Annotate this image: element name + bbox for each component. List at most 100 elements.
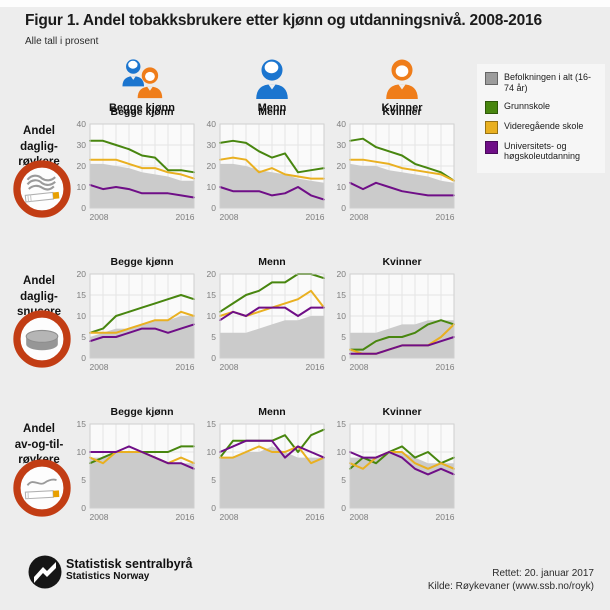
chart-title: Menn xyxy=(258,256,286,268)
footer-organization: Statistisk sentralbyrå Statistics Norway xyxy=(66,557,192,583)
svg-text:10: 10 xyxy=(337,311,347,321)
svg-text:40: 40 xyxy=(337,120,347,129)
svg-text:5: 5 xyxy=(341,475,346,485)
legend-swatch-grunnskole xyxy=(485,100,498,114)
legend-swatch-population xyxy=(485,72,498,85)
svg-text:2008: 2008 xyxy=(90,362,109,372)
svg-text:10: 10 xyxy=(337,447,347,457)
svg-text:20: 20 xyxy=(77,161,87,171)
legend-item: Befolkningen i alt (16-74 år) xyxy=(485,72,599,94)
legend-item: Universitets- og høgskoleutdanning xyxy=(485,140,599,163)
chart-title: Kvinner xyxy=(382,256,422,268)
svg-text:0: 0 xyxy=(211,203,216,213)
both-genders-icon xyxy=(122,59,163,99)
chart-title: Begge kjønn xyxy=(110,406,174,418)
revised-date: Rettet: 20. januar 2017 xyxy=(492,568,594,579)
org-name: Statistisk sentralbyrå xyxy=(66,557,193,571)
svg-text:2016: 2016 xyxy=(306,512,325,522)
svg-text:15: 15 xyxy=(77,290,87,300)
svg-text:0: 0 xyxy=(211,353,216,363)
row-label-line: av-og-til- xyxy=(14,438,64,451)
svg-text:30: 30 xyxy=(207,140,217,150)
chart-title: Menn xyxy=(258,106,286,118)
chart-title: Begge kjønn xyxy=(110,256,174,268)
svg-text:20: 20 xyxy=(337,270,347,279)
row-label-line: Andel xyxy=(23,423,55,435)
chart-panel: Menn 0 5 10 15 20 2008 2016 xyxy=(200,256,326,374)
svg-text:0: 0 xyxy=(81,503,86,513)
svg-text:2016: 2016 xyxy=(176,212,195,222)
cigarette-smoking-icon xyxy=(13,160,71,218)
svg-text:10: 10 xyxy=(77,182,87,192)
legend-item: Grunnskole xyxy=(485,100,599,114)
svg-text:2016: 2016 xyxy=(176,362,195,372)
chart-panel: Kvinner 0 5 10 15 2008 2016 xyxy=(330,406,456,524)
top-margin-strip xyxy=(0,0,610,7)
svg-text:0: 0 xyxy=(211,503,216,513)
svg-text:2016: 2016 xyxy=(176,512,195,522)
svg-text:5: 5 xyxy=(341,332,346,342)
svg-text:2008: 2008 xyxy=(220,362,239,372)
legend-label: Universitets- og høgskoleutdanning xyxy=(504,140,581,162)
svg-text:2008: 2008 xyxy=(350,512,369,522)
chart-panel: Kvinner 0 10 20 30 40 2008 2016 xyxy=(330,106,456,224)
svg-text:40: 40 xyxy=(77,120,87,129)
svg-text:10: 10 xyxy=(207,311,217,321)
svg-text:0: 0 xyxy=(341,503,346,513)
legend-swatch-universitet xyxy=(485,140,498,154)
svg-text:20: 20 xyxy=(207,161,217,171)
figure-title: Figur 1. Andel tobakksbrukere etter kjøn… xyxy=(25,12,542,29)
line-chart: 0 5 10 15 20 2008 2016 xyxy=(207,270,325,372)
svg-text:0: 0 xyxy=(81,353,86,363)
svg-text:2016: 2016 xyxy=(436,512,455,522)
svg-text:30: 30 xyxy=(337,140,347,150)
svg-text:30: 30 xyxy=(77,140,87,150)
chart-panel: Menn 0 10 20 30 40 2008 2016 xyxy=(200,106,326,224)
svg-text:0: 0 xyxy=(341,353,346,363)
svg-text:20: 20 xyxy=(337,161,347,171)
svg-text:15: 15 xyxy=(207,290,217,300)
chart-panel: Begge kjønn 0 5 10 15 20 2008 2016 xyxy=(70,256,196,374)
svg-text:10: 10 xyxy=(77,447,87,457)
svg-text:10: 10 xyxy=(77,311,87,321)
line-chart: 0 5 10 15 20 2008 2016 xyxy=(77,270,195,372)
legend-label: Grunnskole xyxy=(504,100,551,111)
svg-text:15: 15 xyxy=(207,420,217,429)
svg-text:2008: 2008 xyxy=(90,512,109,522)
svg-text:5: 5 xyxy=(81,475,86,485)
chart-panel: Begge kjønn 0 5 10 15 2008 2016 xyxy=(70,406,196,524)
occasional-cigarette-icon xyxy=(13,459,71,517)
snus-box-icon xyxy=(13,310,71,368)
legend-swatch-videregaende xyxy=(485,120,498,134)
svg-text:2016: 2016 xyxy=(436,362,455,372)
row-label-line: daglig- xyxy=(20,140,58,153)
female-icon xyxy=(386,59,418,99)
svg-text:2008: 2008 xyxy=(220,512,239,522)
column-header-menn: Menn xyxy=(217,56,327,114)
svg-text:2016: 2016 xyxy=(306,362,325,372)
column-header-begge-kjonn: Begge kjønn xyxy=(87,56,197,114)
svg-text:5: 5 xyxy=(81,332,86,342)
svg-text:2008: 2008 xyxy=(90,212,109,222)
source-line: Kilde: Røykevaner (www.ssb.no/royk) xyxy=(427,581,594,592)
svg-text:10: 10 xyxy=(207,447,217,457)
column-label: Menn xyxy=(257,102,287,114)
svg-text:2016: 2016 xyxy=(306,212,325,222)
legend: Befolkningen i alt (16-74 år) Grunnskole… xyxy=(477,64,605,174)
legend-item: Videregående skole xyxy=(485,120,599,134)
column-label: Begge kjønn xyxy=(108,102,175,114)
svg-text:20: 20 xyxy=(207,270,217,279)
svg-text:0: 0 xyxy=(81,203,86,213)
svg-text:0: 0 xyxy=(341,203,346,213)
line-chart: 0 10 20 30 40 2008 2016 xyxy=(77,120,195,222)
svg-text:15: 15 xyxy=(337,420,347,429)
line-chart: 0 5 10 15 20 2008 2016 xyxy=(337,270,455,372)
column-header-kvinner: Kvinner xyxy=(347,56,457,114)
line-chart: 0 10 20 30 40 2008 2016 xyxy=(337,120,455,222)
legend-label: Befolkningen i alt (16-74 år) xyxy=(504,72,592,93)
row-label-line: daglig- xyxy=(20,290,58,303)
chart-title: Kvinner xyxy=(382,106,422,118)
svg-text:15: 15 xyxy=(77,420,87,429)
line-chart: 0 5 10 15 2008 2016 xyxy=(77,420,195,522)
svg-text:10: 10 xyxy=(337,182,347,192)
